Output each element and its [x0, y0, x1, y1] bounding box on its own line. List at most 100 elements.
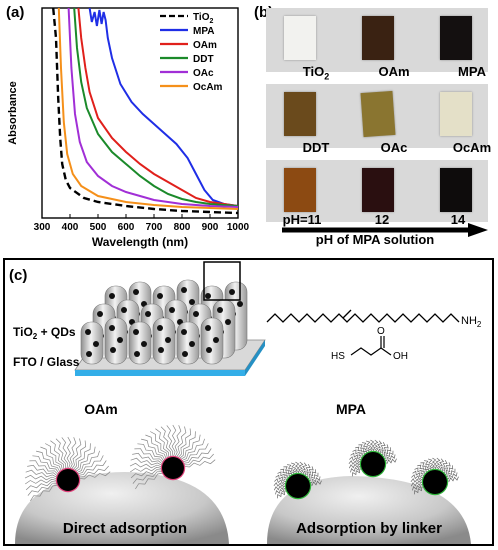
quantum-dot — [162, 457, 184, 479]
ligand-chain — [66, 436, 72, 470]
ligand-chain — [40, 446, 62, 472]
x-tick-label: 800 — [174, 222, 191, 233]
legend-entry: OAm — [193, 40, 217, 51]
film-swatch — [440, 16, 472, 60]
ligand-chain — [276, 490, 288, 499]
ligand-chain — [150, 431, 168, 459]
photo-row-2 — [266, 84, 488, 148]
qd-dot — [206, 347, 212, 353]
ligand-chain — [382, 447, 392, 457]
ligand-chain — [174, 425, 182, 458]
x-tick-label: 700 — [146, 222, 163, 233]
tio2-pillar — [176, 321, 200, 365]
ligand-chain — [411, 474, 424, 481]
ligand-chain — [350, 466, 362, 473]
ligand-chain — [384, 458, 397, 464]
qd-dot — [189, 299, 195, 305]
quantum-dot — [361, 452, 385, 476]
tio2-qds-label: TiO2 + QDs — [13, 325, 76, 341]
ligand-chain — [420, 462, 429, 473]
ligand-chain — [78, 465, 109, 478]
quantum-dot — [423, 470, 447, 494]
schematic-figure: (c) TiO2 + QDs FTO / Glass NH2 O HS OH O… — [9, 261, 482, 544]
tio2-pillar — [128, 321, 152, 365]
ligand-chain — [350, 452, 363, 460]
ligand-chain — [358, 444, 367, 455]
ligand-chain — [27, 483, 58, 496]
qd-dot — [109, 293, 115, 299]
ligand-chain — [303, 464, 311, 476]
electrode-illustration — [74, 261, 266, 376]
ligand-chain — [55, 438, 66, 470]
x-axis-label: Wavelength (nm) — [92, 235, 188, 249]
ligand-chain — [273, 482, 287, 488]
qd-dot — [133, 289, 139, 295]
ligand-chain — [27, 464, 58, 477]
ligand-chain — [30, 484, 59, 502]
ligand-chain — [182, 443, 209, 463]
qd-dot — [217, 307, 223, 313]
absorbance-chart-panel: 300 400 500 600 700 800 900 1000 Wavelength (nm)… — [0, 0, 250, 252]
ph-arrow-label: pH of MPA solution — [315, 232, 435, 247]
qd-dot — [97, 311, 103, 317]
x-tick-label: 500 — [90, 222, 107, 233]
ligand-chain — [412, 484, 424, 491]
ligand-chain — [78, 471, 111, 480]
ligand-chain — [445, 468, 456, 477]
qd-dot — [133, 329, 139, 335]
photo-panel: (b) TiO2 OAm MPA DDT OAc OcAm pH=11 12 1… — [252, 0, 498, 252]
schematic-panel: (c) TiO2 + QDs FTO / Glass NH2 O HS OH O… — [3, 258, 494, 546]
ligand-chain — [375, 440, 383, 453]
series-line-ocam — [57, 8, 238, 210]
qd-dot — [158, 347, 164, 353]
direct-adsorption-caption: Direct adsorption — [63, 520, 187, 537]
ligand-chain — [380, 444, 389, 456]
qd-dot — [205, 293, 211, 299]
film-label: pH=11 — [282, 212, 322, 227]
ligand-chain — [24, 474, 58, 481]
ligand-chain — [348, 463, 362, 469]
ligand-chain — [180, 434, 201, 460]
ligand-chain — [365, 440, 373, 453]
ligand-chain — [129, 462, 163, 469]
ligand-chain — [349, 456, 362, 463]
film-swatch — [440, 168, 472, 212]
series-line-tio2 — [52, 8, 238, 215]
ligand-chain — [25, 478, 58, 485]
qd-dot — [157, 325, 163, 331]
quantum-dot — [286, 474, 310, 498]
ligand-chain — [273, 485, 287, 491]
ligand-chain — [177, 428, 192, 459]
qd-dot — [229, 289, 235, 295]
ligand-chain — [145, 434, 167, 460]
ligand-chain — [130, 469, 163, 479]
qd-dot — [134, 351, 140, 357]
ligand-chain — [442, 462, 451, 474]
ligand-chain — [25, 469, 58, 478]
qd-dot — [157, 293, 163, 299]
ligand-chain — [446, 476, 459, 482]
qd-dot — [93, 341, 99, 347]
ligand-chain — [77, 455, 104, 475]
legend-entry: TiO2 — [193, 12, 213, 25]
ligand-chain — [25, 481, 58, 491]
ligand-chain — [417, 464, 428, 474]
ligand-chain — [75, 446, 96, 472]
ligand-chain — [410, 481, 424, 487]
ligand-chain — [435, 457, 441, 471]
ligand-chain — [378, 442, 386, 454]
oam-title: OAm — [84, 401, 117, 417]
ligand-chain — [290, 462, 298, 475]
tio2-pillar — [80, 321, 104, 365]
ligand-chain — [414, 467, 426, 476]
photo-row-1 — [266, 8, 488, 72]
legend-entry: DDT — [193, 54, 214, 65]
ligand-chain — [294, 461, 300, 475]
nh2-group: NH2 — [461, 315, 482, 329]
x-tick-label: 1000 — [227, 222, 250, 233]
ligand-chain — [309, 480, 322, 486]
plot-frame — [41, 7, 239, 219]
series-line-oam — [77, 8, 238, 207]
mpa-structure: O HS OH — [331, 326, 408, 362]
legend-entry: OAc — [193, 68, 214, 79]
